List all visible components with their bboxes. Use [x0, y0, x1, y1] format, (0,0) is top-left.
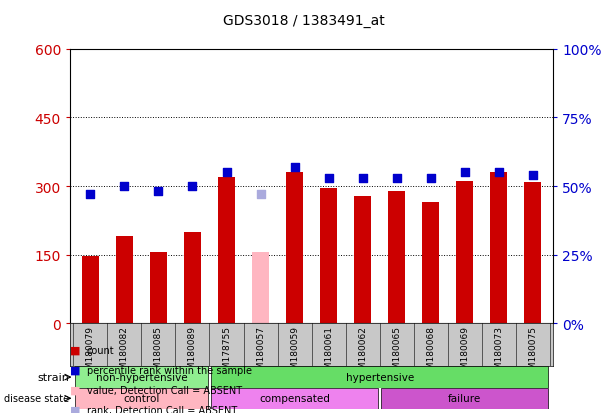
Text: GSM180059: GSM180059 [290, 326, 299, 380]
Bar [381, 388, 548, 409]
Text: rank, Detection Call = ABSENT: rank, Detection Call = ABSENT [87, 405, 237, 413]
Bar [422, 202, 439, 323]
Text: hypertensive: hypertensive [345, 372, 414, 382]
Bar [456, 182, 473, 323]
Bar [388, 191, 405, 323]
Text: GSM180079: GSM180079 [86, 326, 95, 380]
Point [494, 170, 503, 176]
Point [528, 172, 537, 179]
Text: GDS3018 / 1383491_at: GDS3018 / 1383491_at [223, 14, 385, 28]
Bar [286, 173, 303, 323]
Text: ■: ■ [70, 385, 80, 395]
Point [290, 164, 300, 171]
Bar [211, 367, 548, 388]
Text: ■: ■ [70, 345, 80, 355]
Bar [320, 189, 337, 323]
Bar [218, 178, 235, 323]
Text: failure: failure [448, 393, 482, 403]
Text: GSM180075: GSM180075 [528, 326, 537, 380]
Point [86, 192, 95, 198]
Point [323, 175, 333, 182]
Point [222, 170, 232, 176]
Point [358, 175, 367, 182]
Text: GSM180062: GSM180062 [358, 326, 367, 380]
Text: value, Detection Call = ABSENT: value, Detection Call = ABSENT [87, 385, 242, 395]
Point [188, 183, 198, 190]
Point [392, 175, 401, 182]
Bar [252, 253, 269, 323]
Bar [184, 232, 201, 323]
Text: strain: strain [37, 372, 69, 382]
Bar [490, 173, 507, 323]
Text: percentile rank within the sample: percentile rank within the sample [87, 365, 252, 375]
Text: count: count [87, 345, 114, 355]
Point [460, 170, 469, 176]
Text: GSM180061: GSM180061 [324, 326, 333, 380]
Text: GSM180085: GSM180085 [154, 326, 163, 380]
Bar [354, 197, 371, 323]
Text: GSM180057: GSM180057 [256, 326, 265, 380]
Point [256, 192, 266, 198]
Text: ■: ■ [70, 365, 80, 375]
Text: GSM180082: GSM180082 [120, 326, 129, 380]
Text: compensated: compensated [259, 393, 330, 403]
Point [426, 175, 435, 182]
Bar [75, 367, 208, 388]
Bar [150, 253, 167, 323]
Text: non-hypertensive: non-hypertensive [95, 372, 187, 382]
Point [154, 189, 164, 195]
Text: GSM180068: GSM180068 [426, 326, 435, 380]
Text: control: control [123, 393, 159, 403]
Text: disease state: disease state [4, 393, 69, 403]
Text: GSM180065: GSM180065 [392, 326, 401, 380]
Text: GSM178755: GSM178755 [222, 326, 231, 380]
Text: ■: ■ [70, 405, 80, 413]
Bar [211, 388, 378, 409]
Bar [82, 256, 99, 323]
Point [120, 183, 130, 190]
Bar [524, 183, 541, 323]
Bar [75, 388, 208, 409]
Text: GSM180089: GSM180089 [188, 326, 197, 380]
Text: GSM180073: GSM180073 [494, 326, 503, 380]
Bar [116, 237, 133, 323]
Text: GSM180069: GSM180069 [460, 326, 469, 380]
